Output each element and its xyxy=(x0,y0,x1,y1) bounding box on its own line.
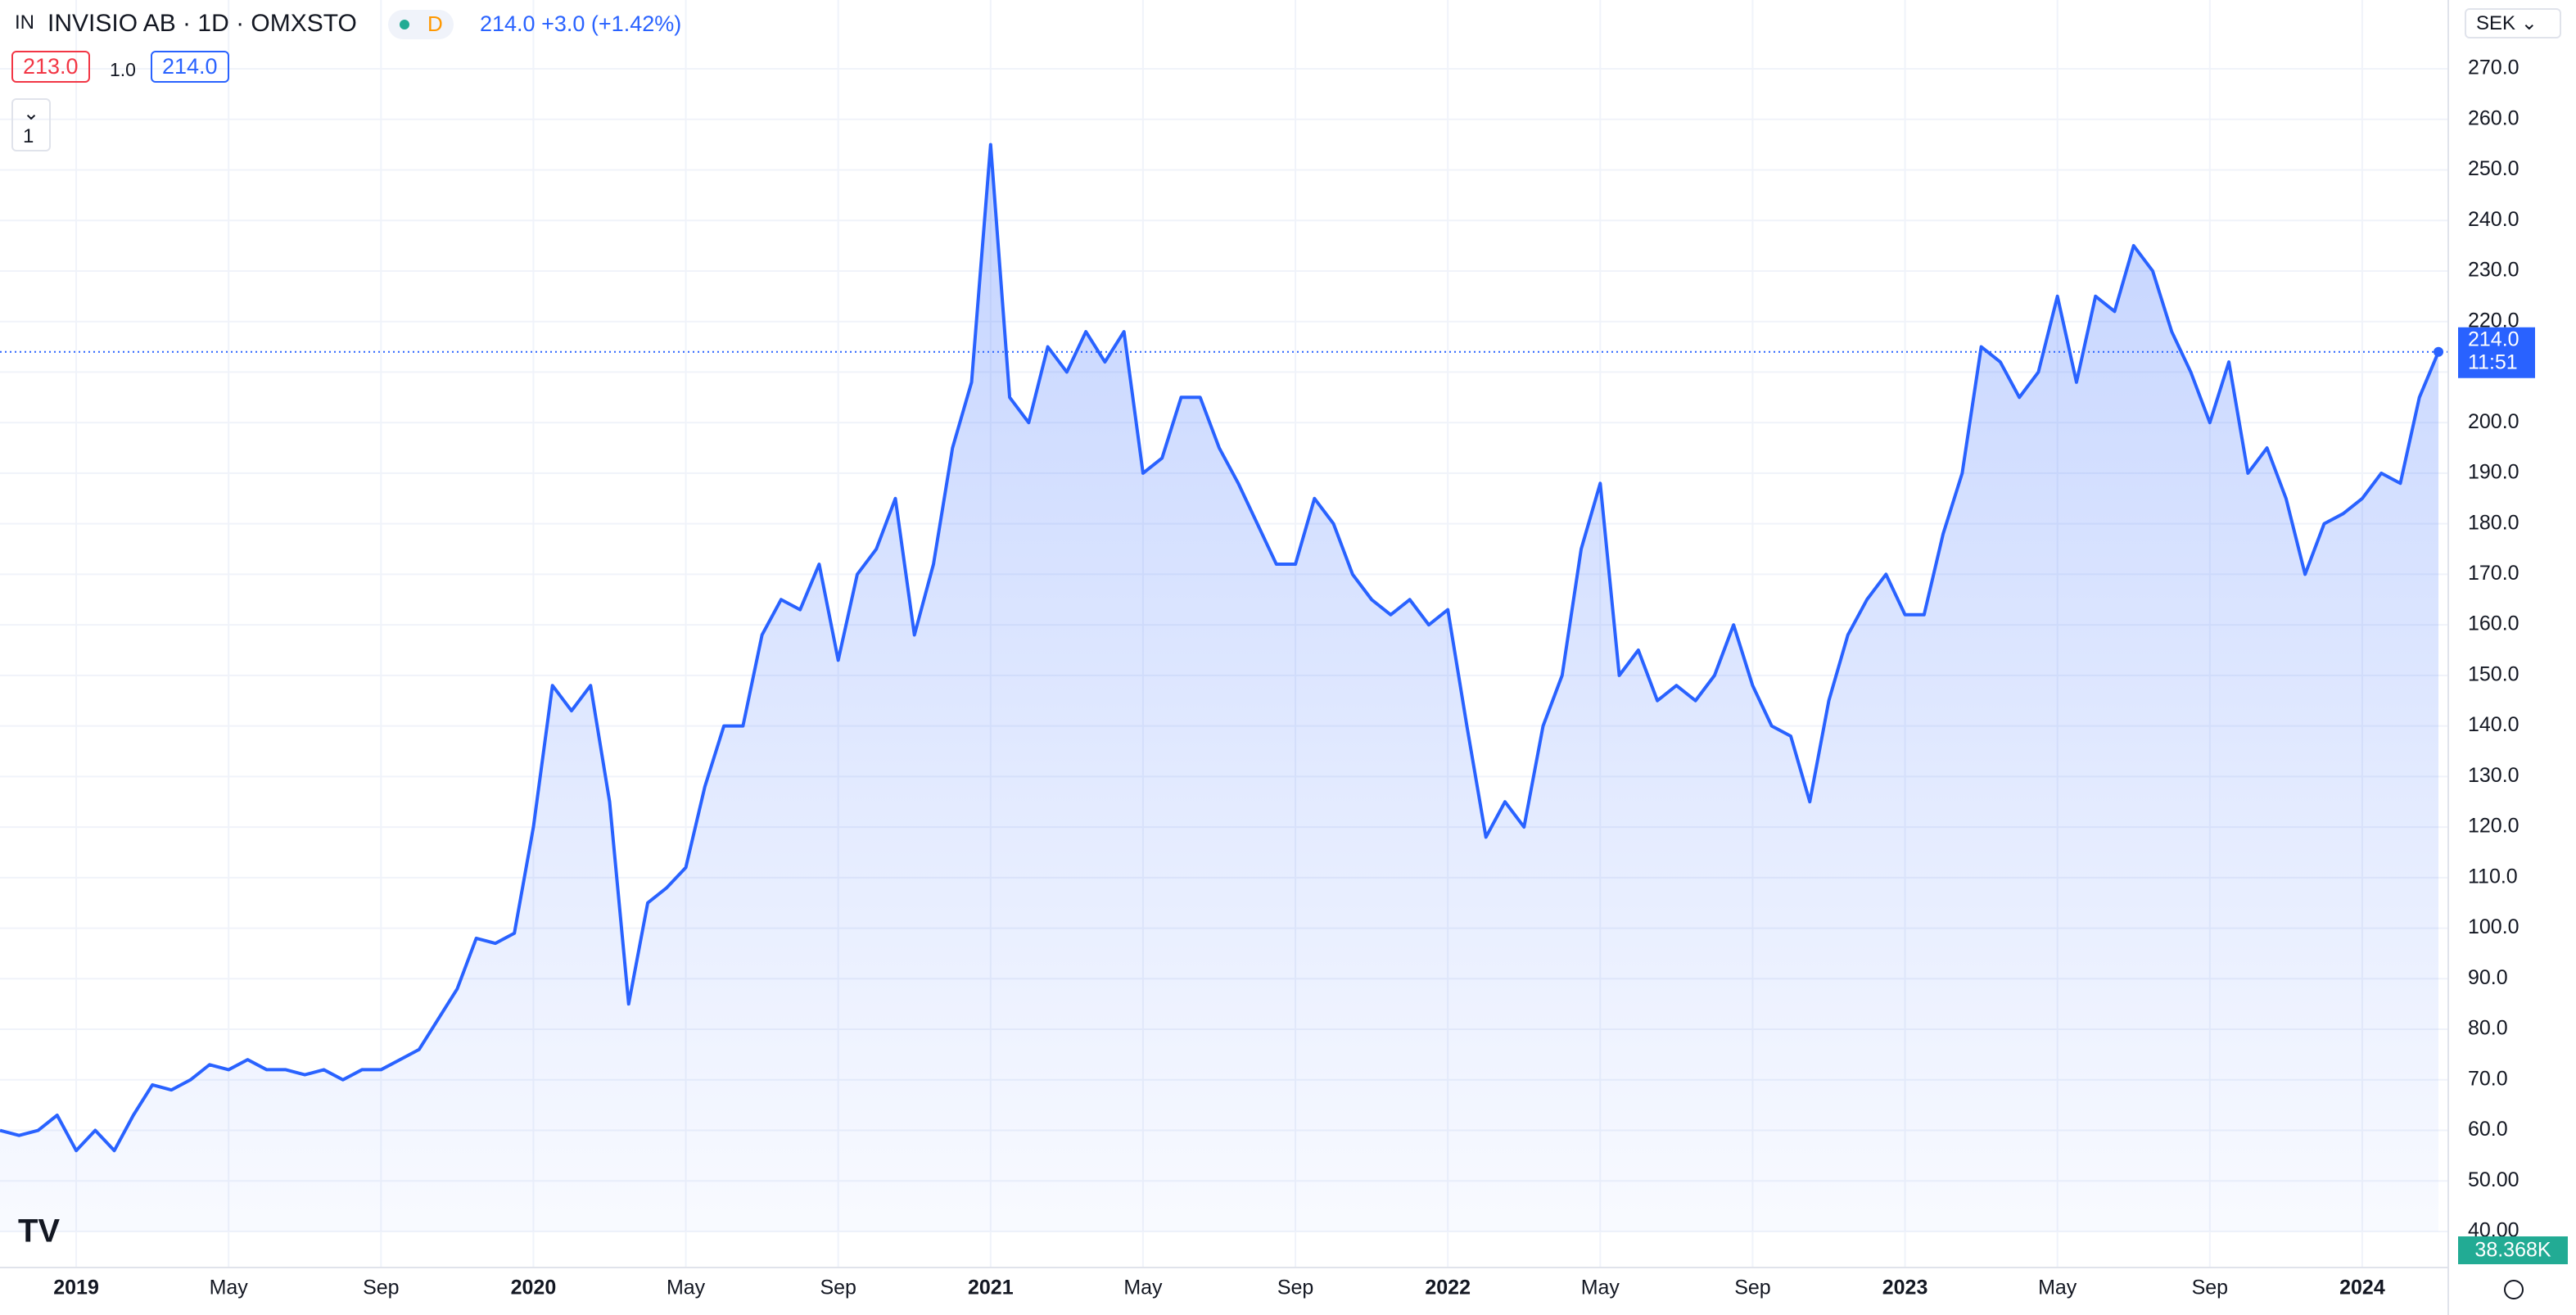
x-tick-label: May xyxy=(1123,1277,1163,1299)
volume-label: 38.368K xyxy=(2474,1239,2551,1262)
y-tick-label: 50.00 xyxy=(2468,1168,2520,1191)
y-tick-label: 160.0 xyxy=(2468,612,2520,635)
x-tick-label: 2020 xyxy=(511,1277,557,1299)
countdown: 11:51 xyxy=(2468,350,2518,373)
x-tick-label: 2019 xyxy=(53,1277,99,1299)
x-tick-label: Sep xyxy=(363,1277,399,1299)
y-tick-label: 260.0 xyxy=(2468,106,2520,129)
x-tick-label: 2022 xyxy=(1425,1277,1471,1299)
status-pill xyxy=(388,10,454,39)
change-pct: (+1.42%) xyxy=(590,11,682,36)
x-tick-label: 2024 xyxy=(2339,1277,2385,1299)
x-tick-label: May xyxy=(1581,1277,1620,1299)
y-tick-label: 60.0 xyxy=(2468,1118,2508,1141)
price-tag-label: 214.0 xyxy=(2468,328,2520,350)
y-tick-label: 200.0 xyxy=(2468,410,2520,433)
x-tick-label: Sep xyxy=(2192,1277,2228,1299)
title: INVISIO AB · 1D · OMXSTO xyxy=(47,10,357,37)
y-tick-label: 120.0 xyxy=(2468,815,2520,838)
status-dot xyxy=(400,20,409,29)
x-tick-label: May xyxy=(667,1277,706,1299)
price-line xyxy=(0,142,2440,1153)
last-point xyxy=(2434,346,2443,357)
y-tick-label: 80.0 xyxy=(2468,1017,2508,1040)
y-tick-label: 270.0 xyxy=(2468,56,2520,79)
volume-tag xyxy=(2458,1236,2568,1264)
x-tick-label: May xyxy=(210,1277,249,1299)
y-tick-label: 240.0 xyxy=(2468,208,2520,231)
price-tag xyxy=(2458,327,2535,378)
currency-label: SEK xyxy=(2476,12,2516,34)
collapse-button[interactable]: ⌄ 1 xyxy=(11,98,52,151)
y-tick-label: 150.0 xyxy=(2468,662,2520,685)
logo: TV xyxy=(18,1213,60,1249)
x-tick-label: 2023 xyxy=(1882,1277,1928,1299)
y-tick-label: 130.0 xyxy=(2468,764,2520,787)
area-fill xyxy=(0,144,2438,1232)
y-tick-label: 140.0 xyxy=(2468,713,2520,736)
last: 214.0 xyxy=(480,11,536,36)
y-tick-label: 90.0 xyxy=(2468,966,2508,989)
y-tick-label: 230.0 xyxy=(2468,259,2520,282)
y-tick-label: 170.0 xyxy=(2468,562,2520,585)
currency[interactable]: SEK ⌄ xyxy=(2465,8,2561,38)
bid[interactable]: 213.0 xyxy=(11,51,90,83)
y-tick-label: 190.0 xyxy=(2468,461,2520,484)
spread: 1.0 xyxy=(110,59,136,80)
x-tick-label: Sep xyxy=(1277,1277,1313,1299)
x-tick-label: Sep xyxy=(1734,1277,1770,1299)
ask[interactable]: 214.0 xyxy=(151,51,229,83)
x-tick-label: May xyxy=(2038,1277,2077,1299)
y-tick-label: 100.0 xyxy=(2468,915,2520,938)
y-tick-label: 250.0 xyxy=(2468,157,2520,180)
settings-icon[interactable] xyxy=(2504,1280,2524,1299)
y-tick-label: 180.0 xyxy=(2468,511,2520,534)
symbol-badge: IN xyxy=(15,11,34,34)
change: +3.0 xyxy=(541,11,585,36)
interval-badge: D xyxy=(427,11,443,36)
y-tick-label: 70.0 xyxy=(2468,1067,2508,1090)
collapse-count: 1 xyxy=(23,125,34,147)
x-tick-label: Sep xyxy=(820,1277,856,1299)
x-tick-label: 2021 xyxy=(968,1277,1014,1299)
y-tick-label: 110.0 xyxy=(2468,865,2518,888)
